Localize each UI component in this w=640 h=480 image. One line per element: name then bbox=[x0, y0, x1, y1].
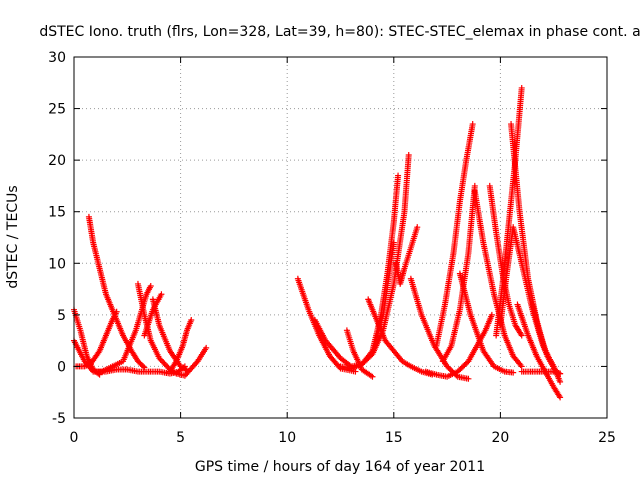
y-tick-label: 5 bbox=[57, 308, 66, 324]
y-tick-label: -5 bbox=[52, 411, 66, 427]
plot-frame bbox=[73, 56, 608, 419]
series-arc-ac bbox=[529, 301, 564, 377]
data-point bbox=[464, 359, 471, 366]
series-arc-p bbox=[392, 224, 421, 287]
data-point bbox=[352, 368, 359, 375]
data-point bbox=[395, 172, 402, 179]
series-arc-m bbox=[343, 327, 376, 380]
data-point bbox=[518, 332, 525, 339]
data-point bbox=[488, 311, 495, 318]
series-arc-q bbox=[407, 275, 472, 382]
data-point bbox=[465, 375, 472, 382]
series-arc-j bbox=[294, 275, 359, 375]
series-arc-r bbox=[422, 311, 495, 380]
data-point bbox=[147, 282, 154, 289]
chart-title: dSTEC Iono. truth (flrs, Lon=328, Lat=39… bbox=[39, 24, 640, 40]
x-axis-label: GPS time / hours of day 164 of year 2011 bbox=[195, 459, 485, 475]
x-tick-label: 10 bbox=[278, 430, 296, 446]
data-point bbox=[369, 373, 376, 380]
series-arc-aa bbox=[514, 301, 564, 401]
data-point bbox=[510, 369, 517, 376]
data-point bbox=[557, 378, 564, 385]
data-point bbox=[140, 363, 147, 370]
y-tick-label: 20 bbox=[48, 153, 66, 169]
series-arc-d bbox=[85, 213, 148, 371]
data-point bbox=[518, 84, 525, 91]
series-arc-s bbox=[433, 121, 476, 349]
data-point bbox=[158, 291, 165, 298]
data-point bbox=[203, 344, 210, 351]
y-axis-label: dSTEC / TECUs bbox=[5, 185, 21, 288]
x-tick-label: 15 bbox=[385, 430, 403, 446]
data-point bbox=[188, 317, 195, 324]
y-tick-label: 15 bbox=[48, 205, 66, 221]
data-point bbox=[557, 370, 564, 377]
x-tick-label: 0 bbox=[70, 430, 79, 446]
y-tick-label: 0 bbox=[57, 359, 66, 375]
data-point bbox=[414, 224, 421, 231]
data-marks bbox=[71, 84, 564, 401]
x-tick-label: 25 bbox=[598, 430, 616, 446]
data-point bbox=[557, 394, 564, 401]
data-point bbox=[405, 151, 412, 158]
series-arc-n bbox=[365, 296, 436, 378]
series-arc-u bbox=[456, 270, 517, 376]
series-arc-h bbox=[141, 291, 165, 339]
series-arc-o bbox=[369, 172, 402, 354]
data-point bbox=[471, 182, 478, 189]
series-arc-i bbox=[166, 317, 195, 375]
data-point bbox=[141, 364, 148, 371]
data-point bbox=[183, 367, 190, 374]
y-tick-label: 25 bbox=[48, 102, 66, 118]
data-point bbox=[469, 121, 476, 128]
x-tick-label: 20 bbox=[491, 430, 509, 446]
series-arc-t bbox=[439, 182, 478, 365]
x-tick-label: 5 bbox=[176, 430, 185, 446]
y-tick-label: 30 bbox=[48, 50, 66, 66]
series-arc-g bbox=[149, 296, 190, 374]
data-point bbox=[518, 363, 525, 370]
y-tick-label: 10 bbox=[48, 256, 66, 272]
